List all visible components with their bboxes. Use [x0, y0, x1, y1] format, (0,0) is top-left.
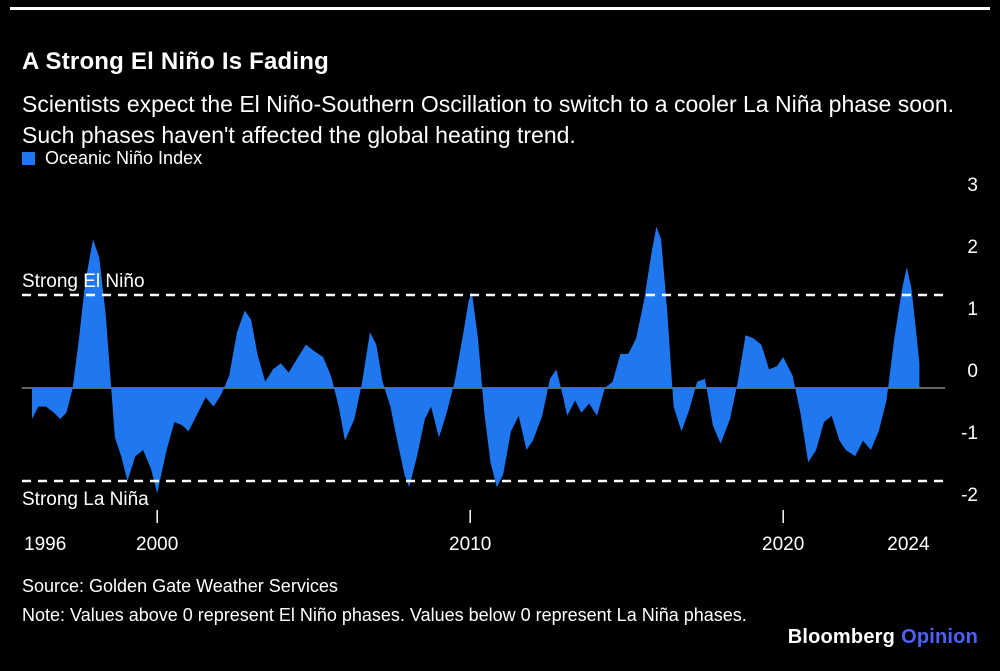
legend-swatch-icon [22, 152, 35, 165]
x-axis-label: 2020 [762, 534, 804, 555]
legend: Oceanic Niño Index [22, 148, 202, 169]
opinion-wordmark: Opinion [901, 626, 978, 648]
oni-area-series [32, 226, 920, 494]
x-axis-label: 1996 [24, 534, 66, 555]
legend-label: Oceanic Niño Index [45, 148, 203, 168]
strong-el-nino-threshold-label: Strong El Niño [22, 271, 145, 292]
top-rule [10, 7, 990, 10]
bloomberg-wordmark: Bloomberg [787, 626, 896, 648]
chart-subtitle: Scientists expect the El Niño-Southern O… [22, 91, 954, 148]
bloomberg-opinion-logo: Bloomberg Opinion [788, 626, 978, 649]
x-axis-label: 2000 [136, 534, 178, 555]
page-title: A Strong El Niño Is Fading [22, 48, 329, 76]
x-axis-label: 2010 [449, 534, 491, 555]
y-axis-label: -2 [961, 485, 978, 506]
source-line: Source: Golden Gate Weather Services [22, 576, 338, 596]
strong-la-nina-threshold-label: Strong La Niña [22, 489, 149, 510]
y-axis-label: 2 [967, 237, 978, 258]
y-axis-label: 0 [967, 361, 978, 382]
y-axis-label: 3 [967, 175, 978, 196]
note-line: Note: Values above 0 represent El Niño p… [22, 605, 747, 625]
x-axis-label: 2024 [887, 534, 930, 555]
y-axis-label: 1 [967, 299, 978, 320]
y-axis-label: -1 [961, 423, 978, 444]
